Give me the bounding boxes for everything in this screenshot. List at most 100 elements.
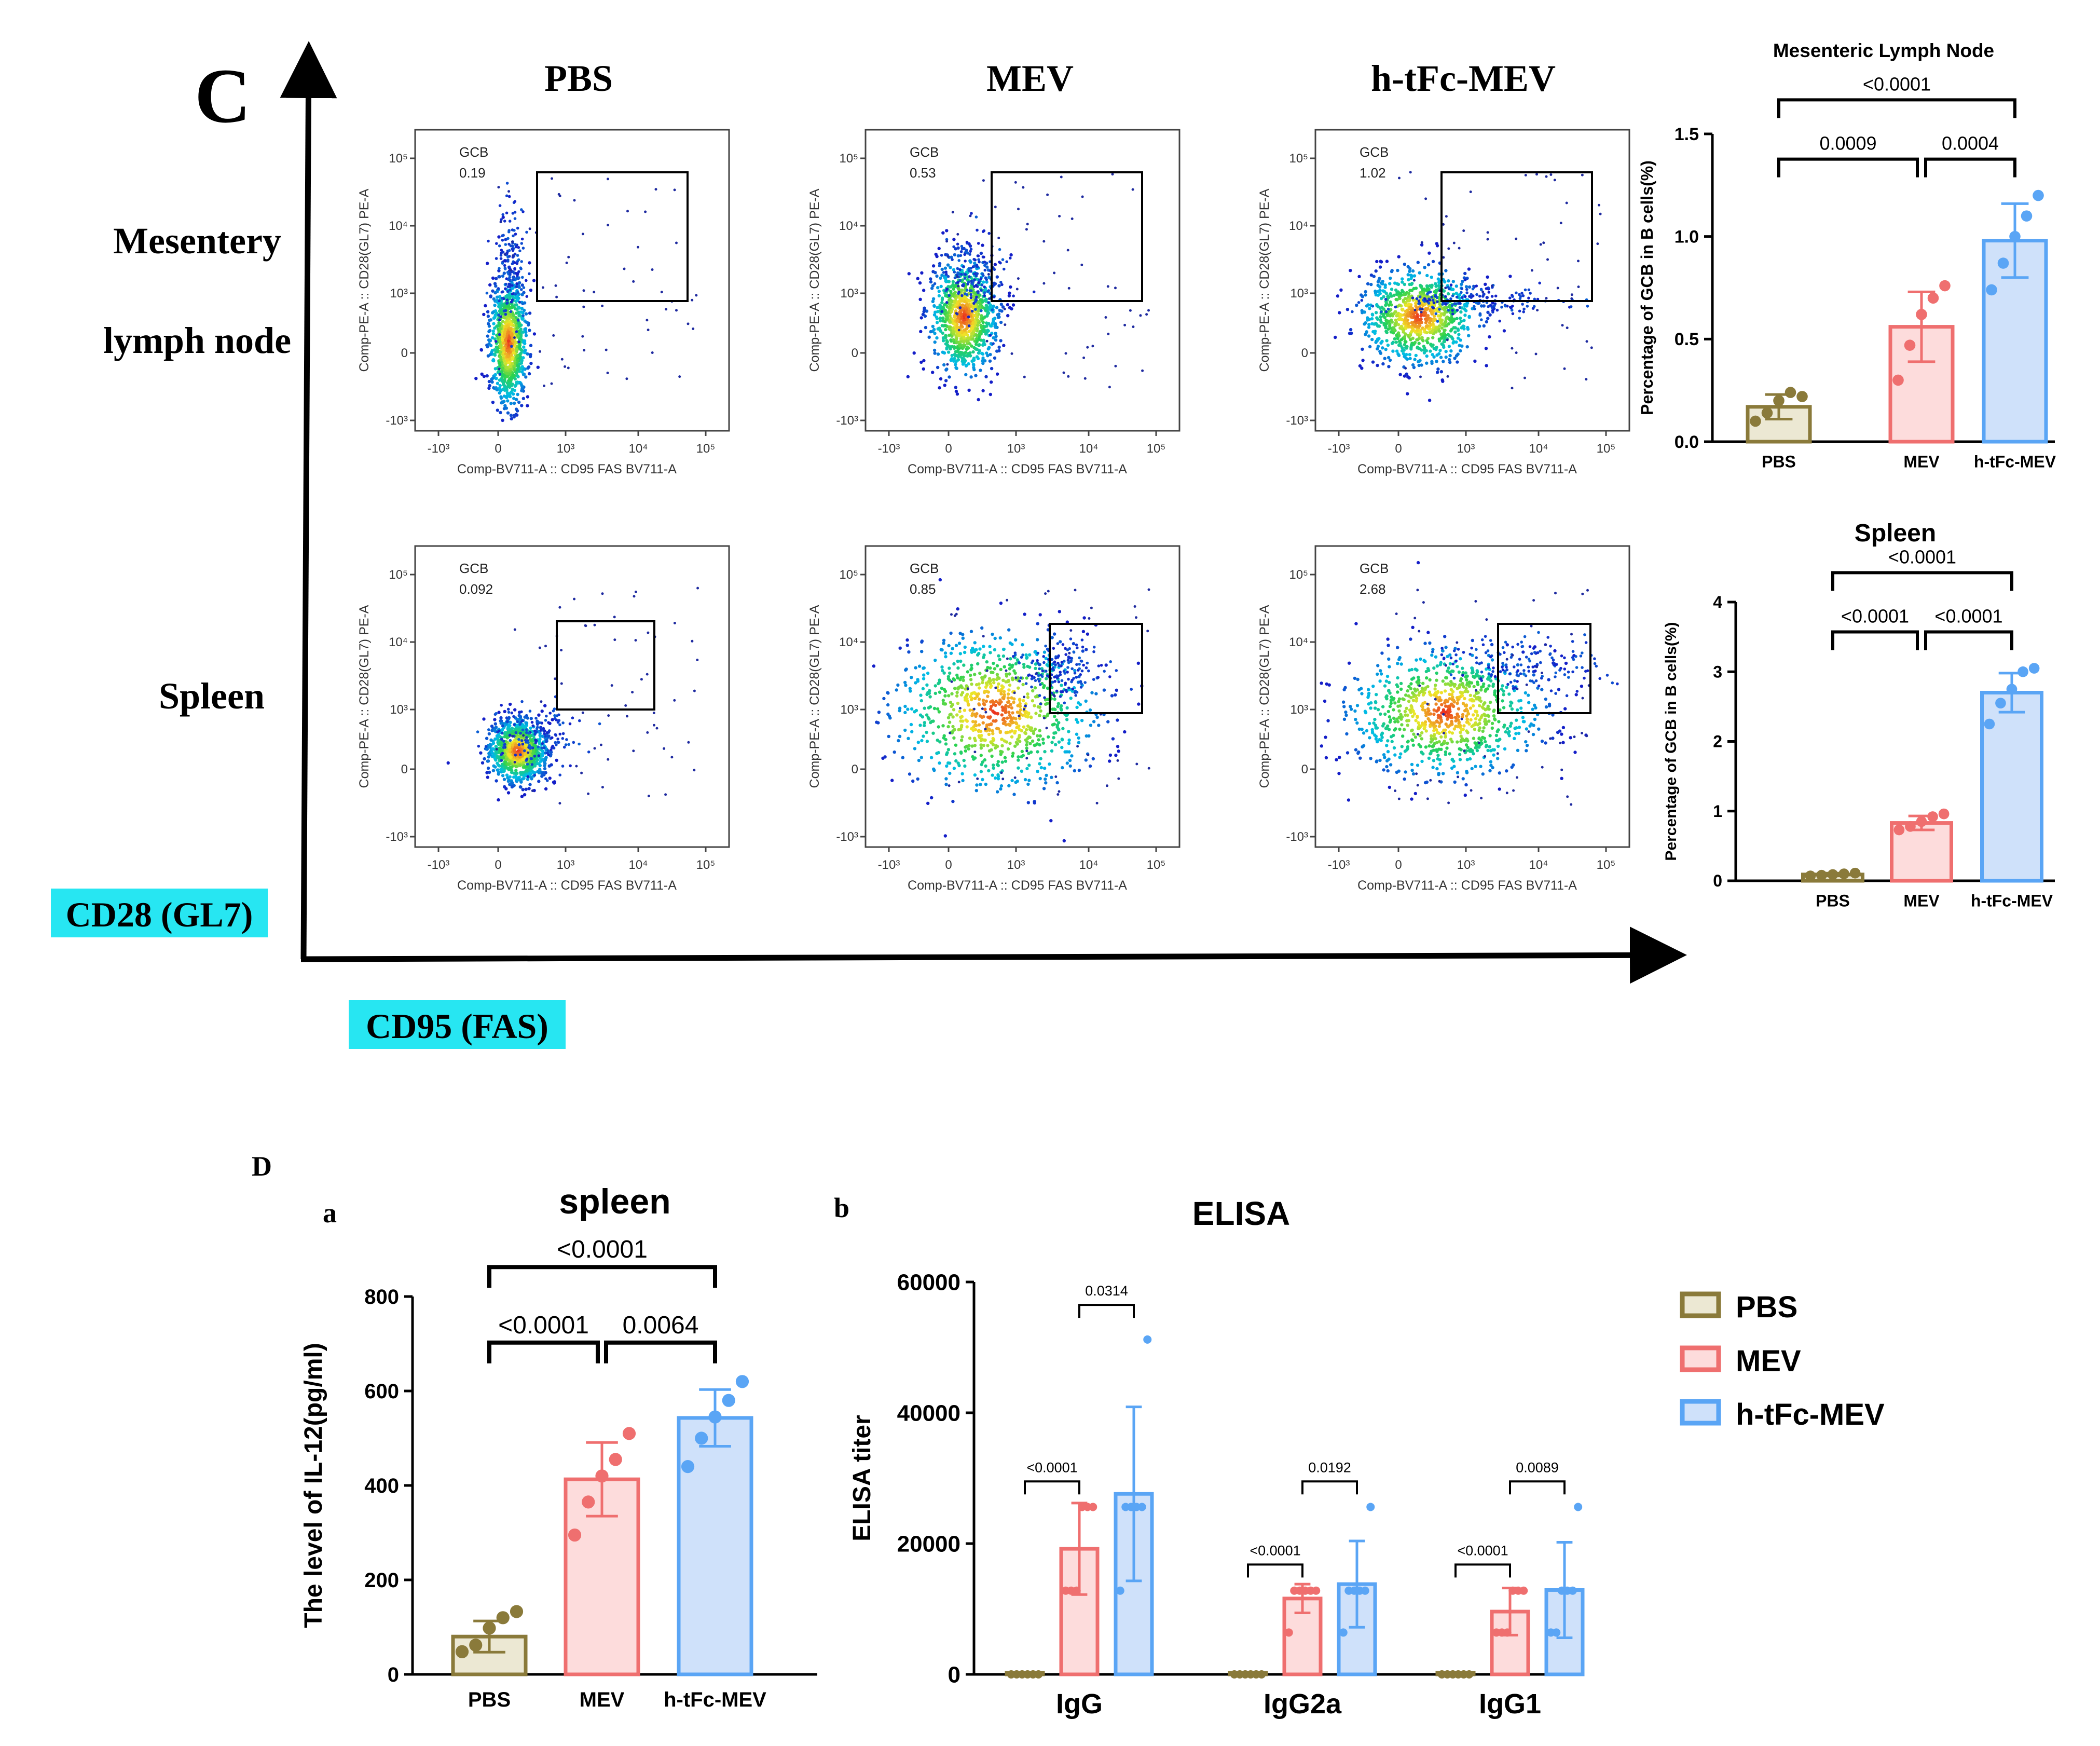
facs-events bbox=[474, 177, 698, 422]
data-point bbox=[1116, 1586, 1124, 1595]
data-point bbox=[1939, 280, 1951, 292]
data-point bbox=[1796, 391, 1808, 402]
chart-title: ELISA bbox=[1192, 1195, 1290, 1232]
data-point bbox=[1892, 374, 1904, 386]
panel-d-label: D bbox=[252, 1151, 272, 1182]
data-point bbox=[1257, 1670, 1266, 1679]
gcb-gate[interactable] bbox=[1049, 623, 1143, 714]
x-tick-label: 10⁵ bbox=[1597, 858, 1616, 872]
data-point bbox=[1816, 869, 1827, 881]
significance-bracket bbox=[1024, 1480, 1080, 1495]
x-category-label: MEV bbox=[580, 1688, 625, 1711]
facs-plot: GCB 1.02 10⁵ 10⁴ 10³ 0 -10³ -10³ 0 10³ 10⁴ 10⁵ Comp-… bbox=[1257, 129, 1630, 476]
facs-x-label: Comp-BV711-A :: CD95 FAS BV711-A bbox=[1357, 462, 1577, 476]
gate-name: GCB bbox=[1360, 561, 1389, 576]
data-point bbox=[496, 1611, 510, 1625]
x-tick-label: 10³ bbox=[1007, 442, 1025, 456]
data-point bbox=[622, 1427, 636, 1440]
facs-y-label: Comp-PE-A :: CD28(GL7) PE-A bbox=[357, 188, 372, 372]
data-point bbox=[722, 1394, 735, 1407]
significance-bracket bbox=[1924, 630, 2013, 650]
gcb-gate[interactable] bbox=[536, 171, 689, 302]
gate-name: GCB bbox=[910, 144, 939, 160]
y-tick-label: 10⁵ bbox=[839, 152, 858, 166]
y-tick-label: 40000 bbox=[897, 1400, 960, 1426]
x-tick-label: 10⁴ bbox=[1079, 858, 1098, 872]
data-point bbox=[695, 1431, 708, 1445]
x-tick-label: -10³ bbox=[428, 442, 450, 456]
chart-il12: spleen 0 200 400 600 800 The level of IL-12(pg… bbox=[300, 1182, 817, 1711]
data-point bbox=[510, 1605, 524, 1618]
legend-swatch-htfc-mev bbox=[1680, 1399, 1721, 1426]
row-label-lymph-node: lymph node bbox=[103, 320, 291, 361]
legend-label-mev: MEV bbox=[1736, 1344, 1801, 1378]
p-value-label: <0.0001 bbox=[498, 1312, 589, 1339]
significance-bracket bbox=[1509, 1480, 1566, 1495]
data-point bbox=[1773, 395, 1785, 406]
data-point bbox=[1893, 824, 1905, 836]
significance-bracket bbox=[1831, 571, 2013, 591]
data-point bbox=[2021, 210, 2033, 222]
gate-value: 1.02 bbox=[1360, 165, 1386, 181]
x-category-label: MEV bbox=[1903, 453, 1940, 471]
y-tick-label: 2 bbox=[1713, 732, 1722, 751]
y-tick-label: -10³ bbox=[386, 830, 408, 844]
y-tick-label: -10³ bbox=[836, 414, 858, 428]
y-axis-label: ELISA titer bbox=[848, 1415, 876, 1542]
data-point bbox=[1849, 867, 1861, 879]
facs-y-label: Comp-PE-A :: CD28(GL7) PE-A bbox=[807, 605, 822, 788]
data-point bbox=[2009, 230, 2021, 242]
y-tick-label: 10⁵ bbox=[1289, 152, 1308, 166]
x-category-label: PBS bbox=[468, 1688, 511, 1711]
data-point bbox=[609, 1453, 622, 1466]
gcb-gate[interactable] bbox=[1440, 171, 1593, 302]
p-value-label: <0.0001 bbox=[557, 1236, 648, 1263]
y-tick-label: 10⁵ bbox=[389, 568, 408, 582]
y-tick-label: 4 bbox=[1713, 593, 1722, 611]
data-point bbox=[1827, 869, 1838, 880]
x-category-label: IgG bbox=[1056, 1688, 1103, 1720]
gcb-gate[interactable] bbox=[991, 171, 1143, 302]
x-tick-label: 10³ bbox=[557, 442, 575, 456]
x-tick-label: 10⁴ bbox=[1529, 442, 1548, 456]
y-tick-label: 10⁵ bbox=[389, 152, 408, 166]
legend-swatch-pbs bbox=[1680, 1291, 1721, 1318]
p-value-label: 0.0004 bbox=[1942, 133, 1999, 154]
x-tick-label: 10⁵ bbox=[1147, 858, 1166, 872]
data-point bbox=[1916, 816, 1927, 827]
y-axis-label: Percentage of GCB in B cells(%) bbox=[1638, 160, 1656, 415]
data-point bbox=[1143, 1335, 1152, 1344]
data-point bbox=[469, 1638, 483, 1652]
data-point bbox=[1997, 257, 2009, 269]
data-point bbox=[1750, 415, 1761, 427]
data-point bbox=[1927, 811, 1938, 822]
x-category-label: h-tFc-MEV bbox=[1971, 892, 2053, 910]
data-point bbox=[1568, 1586, 1577, 1595]
x-tick-label: 10⁵ bbox=[696, 442, 716, 456]
data-point bbox=[1916, 309, 1927, 320]
x-tick-label: 10³ bbox=[557, 858, 575, 872]
data-point bbox=[1761, 407, 1773, 419]
data-point bbox=[1984, 718, 1995, 730]
y-tick-label: -10³ bbox=[1286, 830, 1308, 844]
x-tick-label: 10³ bbox=[1457, 858, 1475, 872]
y-tick-label: 0 bbox=[852, 346, 858, 360]
gcb-gate[interactable] bbox=[1497, 623, 1591, 714]
gcb-gate[interactable] bbox=[556, 620, 655, 711]
row-label-mesentery: Mesentery bbox=[113, 220, 281, 262]
y-marker-label: CD28 (GL7) bbox=[66, 895, 253, 934]
data-point bbox=[1519, 1586, 1528, 1595]
y-tick-label: 600 bbox=[364, 1380, 399, 1403]
x-tick-label: 10³ bbox=[1457, 442, 1475, 456]
significance-bracket bbox=[1924, 157, 2016, 178]
y-tick-label: 0.0 bbox=[1674, 432, 1699, 452]
y-tick-label: 1.5 bbox=[1674, 125, 1699, 144]
x-category-label: IgG2a bbox=[1264, 1688, 1342, 1720]
data-point bbox=[568, 1528, 582, 1542]
data-point bbox=[455, 1645, 469, 1658]
y-tick-label: 0 bbox=[401, 762, 408, 776]
facs-y-label: Comp-PE-A :: CD28(GL7) PE-A bbox=[357, 605, 372, 788]
p-value-label: <0.0001 bbox=[1026, 1459, 1077, 1475]
row-label-spleen: Spleen bbox=[159, 675, 265, 717]
p-value-label: <0.0001 bbox=[1888, 546, 1956, 567]
